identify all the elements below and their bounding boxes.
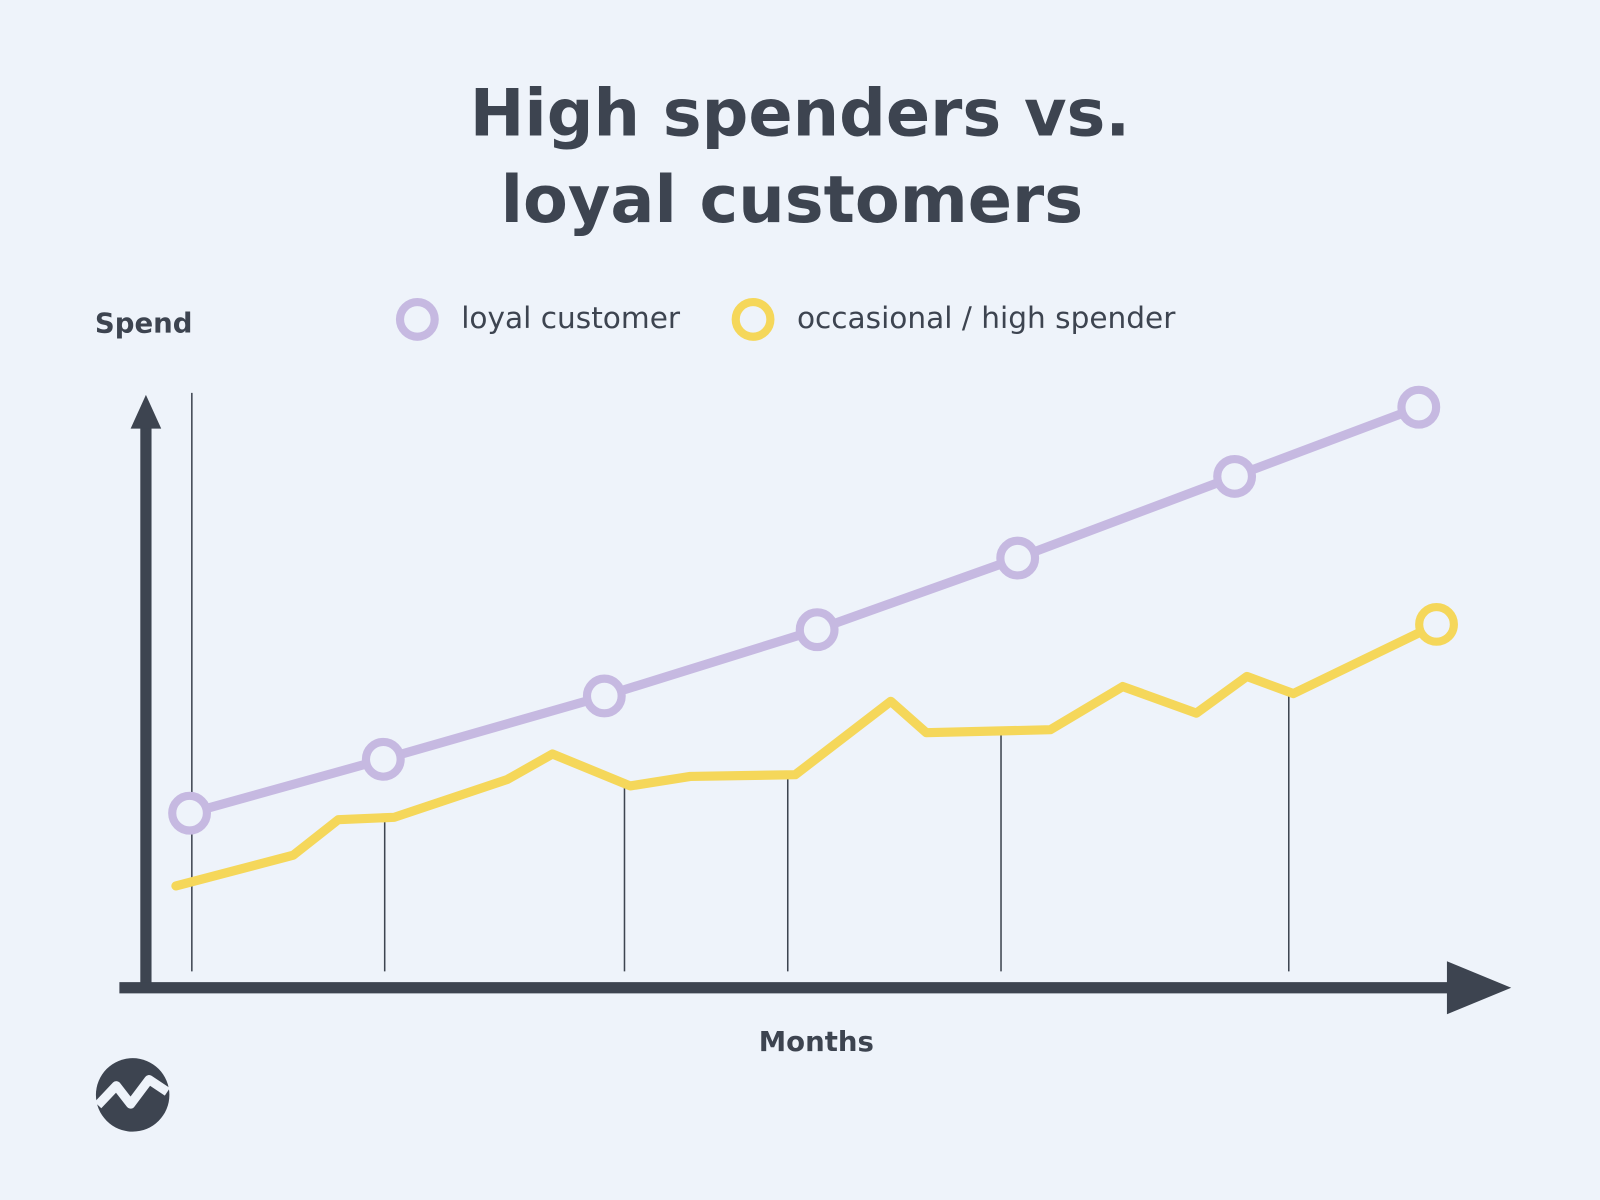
data-point: [1397, 385, 1441, 429]
y-axis-arrow: [130, 394, 162, 429]
data-point: [996, 536, 1040, 580]
logo: [94, 1058, 170, 1132]
legend-label: occasional / high spender: [797, 301, 1176, 335]
series-line: [171, 619, 1442, 891]
guides: [191, 392, 1290, 972]
chart-title: High spenders vs.: [470, 75, 1130, 151]
legend-marker: [731, 297, 775, 341]
legend-marker: [395, 297, 439, 341]
x-axis-arrow: [1446, 961, 1512, 1015]
axes: [119, 394, 1512, 1015]
data-point: [168, 791, 212, 835]
x-axis-label: Months: [759, 1026, 874, 1058]
data-point: [582, 674, 626, 718]
y-axis-label: Spend: [95, 307, 193, 339]
data-point: [795, 608, 839, 652]
logo-mark: [94, 1075, 170, 1109]
data-point: [1415, 602, 1458, 646]
data-point: [361, 737, 405, 781]
legend-label: loyal customer: [461, 301, 681, 335]
data-point: [1213, 454, 1257, 498]
chart-title: loyal customers: [501, 162, 1084, 238]
